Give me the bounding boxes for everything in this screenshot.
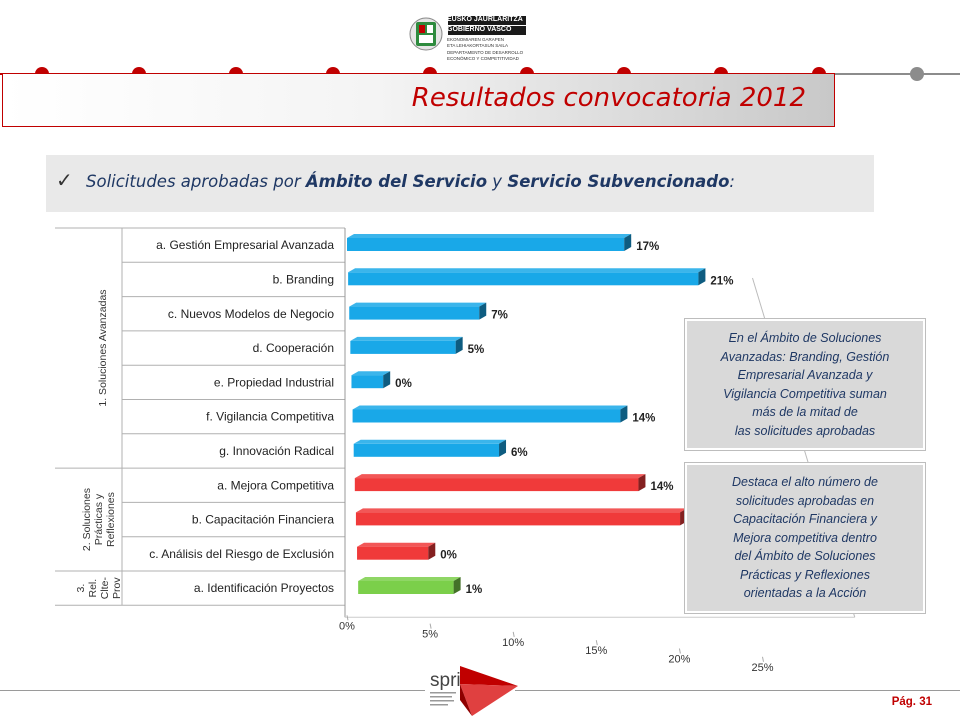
group-label: Prov	[111, 577, 123, 599]
bar-end	[620, 405, 628, 423]
bar-end	[479, 302, 487, 320]
logo-line2: GOBIERNO VASCO	[447, 26, 512, 33]
bar-end	[455, 336, 463, 354]
bar-top	[352, 405, 628, 410]
page-number: Pág. 31	[891, 696, 932, 708]
progress-dot	[910, 67, 924, 81]
bar-end	[383, 371, 391, 389]
bar-top	[349, 302, 487, 307]
group-label: 3.	[75, 584, 87, 593]
bar-end	[499, 439, 507, 457]
logo-line1: EUSKO JAURLARITZA	[447, 16, 523, 23]
x-tick	[595, 640, 598, 646]
logo-dept1: EKONOMIAREN GARAPEN	[447, 37, 505, 42]
subtitle-prefix: Solicitudes aprobadas por	[86, 172, 306, 191]
footer-divider-left	[0, 690, 425, 691]
x-tick	[762, 656, 764, 662]
data-label: 21%	[710, 275, 733, 287]
category-label: c. Análisis del Riesgo de Exclusión	[149, 547, 334, 561]
x-tick	[346, 615, 349, 621]
group-label: Rel.	[87, 579, 99, 598]
bar-end	[453, 577, 461, 594]
data-label: 5%	[468, 344, 485, 356]
group-label: Prácticas y	[93, 493, 105, 545]
logo-dept2: ETA LEHIAKORTASUN SAILA	[447, 43, 509, 48]
subtitle-bold-2: Servicio Subvencionado	[507, 172, 730, 191]
bar-top	[353, 439, 507, 444]
x-tick-label: 5%	[422, 629, 438, 641]
bar	[355, 512, 681, 526]
bar	[350, 340, 456, 354]
title-bar: Resultados convocatoria 2012	[2, 73, 835, 127]
subtitle-bold-1: Ámbito del Servicio	[305, 172, 488, 191]
bar-end	[638, 474, 646, 492]
category-label: a. Mejora Competitiva	[217, 478, 334, 492]
bar-top	[355, 508, 688, 513]
bar-end	[698, 268, 706, 286]
data-label: 7%	[491, 310, 508, 322]
logo-dept4: ECONÓMICO Y COMPETITIVIDAD	[447, 56, 519, 61]
check-icon: ✓	[56, 170, 73, 192]
category-label: a. Identificación Proyectos	[194, 581, 334, 595]
data-label: 14%	[650, 481, 673, 493]
bar	[349, 306, 480, 320]
subtitle-mid: y	[487, 172, 508, 191]
subtitle-suffix: :	[729, 172, 735, 191]
x-tick-label: 10%	[502, 637, 524, 649]
x-tick-label: 15%	[585, 645, 607, 657]
bar	[353, 443, 500, 457]
data-label: 1%	[466, 584, 483, 596]
category-label: b. Branding	[273, 272, 334, 286]
x-tick	[512, 631, 515, 637]
bar	[348, 272, 699, 286]
callout-soluciones-practicas: Destaca el alto número de solicitudes ap…	[684, 462, 926, 614]
callout-soluciones-avanzadas: En el Ámbito de Soluciones Avanzadas: Br…	[684, 318, 926, 451]
page-title: Resultados convocatoria 2012	[411, 83, 806, 113]
category-label: g. Innovación Radical	[219, 444, 334, 458]
category-label: c. Nuevos Modelos de Negocio	[168, 307, 334, 321]
bar	[357, 546, 429, 560]
x-tick	[678, 648, 681, 654]
bar-chart: 1. Soluciones Avanzadas 2. Soluciones Prác…	[55, 227, 856, 674]
x-tick-label: 20%	[668, 654, 690, 666]
bar-top	[348, 268, 706, 273]
logo-dept3: DEPARTAMENTO DE DESARROLLO	[447, 50, 524, 55]
bar-top	[357, 542, 436, 547]
group-label: Reflexiones	[105, 492, 117, 547]
data-label: 0%	[440, 550, 457, 562]
data-label: 6%	[511, 447, 528, 459]
subtitle-text: Solicitudes aprobadas por Ámbito del Ser…	[86, 172, 735, 191]
data-label: 14%	[632, 413, 655, 425]
gobierno-vasco-logo	[409, 16, 526, 51]
x-tick-label: 25%	[751, 662, 773, 674]
bar-top	[351, 371, 391, 376]
bar-top	[350, 336, 463, 341]
spri-wordmark: spri	[430, 670, 461, 691]
x-tick-label: 0%	[339, 620, 355, 632]
bar-top	[354, 474, 646, 479]
bar-end	[624, 234, 632, 251]
group-label: 2. Soluciones	[81, 488, 93, 551]
bar	[351, 375, 384, 389]
subtitle-bar: ✓ Solicitudes aprobadas por Ámbito del S…	[46, 155, 874, 212]
category-label: f. Vigilancia Competitiva	[206, 410, 334, 424]
bar	[358, 581, 454, 594]
spri-logo: spri	[430, 666, 518, 716]
bar	[354, 478, 639, 492]
category-label: d. Cooperación	[253, 341, 334, 355]
bar-top	[358, 577, 461, 581]
bar-top	[347, 234, 632, 238]
group-label: 1. Soluciones Avanzadas	[97, 289, 109, 406]
data-label: 0%	[395, 378, 412, 390]
bar	[347, 238, 625, 251]
group-label: Clte-	[99, 577, 111, 600]
bar-end	[428, 542, 436, 560]
data-label: 17%	[636, 241, 659, 253]
category-label: a. Gestión Empresarial Avanzada	[156, 238, 334, 252]
footer-divider-right	[515, 690, 960, 691]
category-label: b. Capacitación Financiera	[192, 513, 334, 527]
bar	[352, 409, 621, 423]
x-tick	[429, 623, 432, 629]
category-label: e. Propiedad Industrial	[214, 375, 334, 389]
